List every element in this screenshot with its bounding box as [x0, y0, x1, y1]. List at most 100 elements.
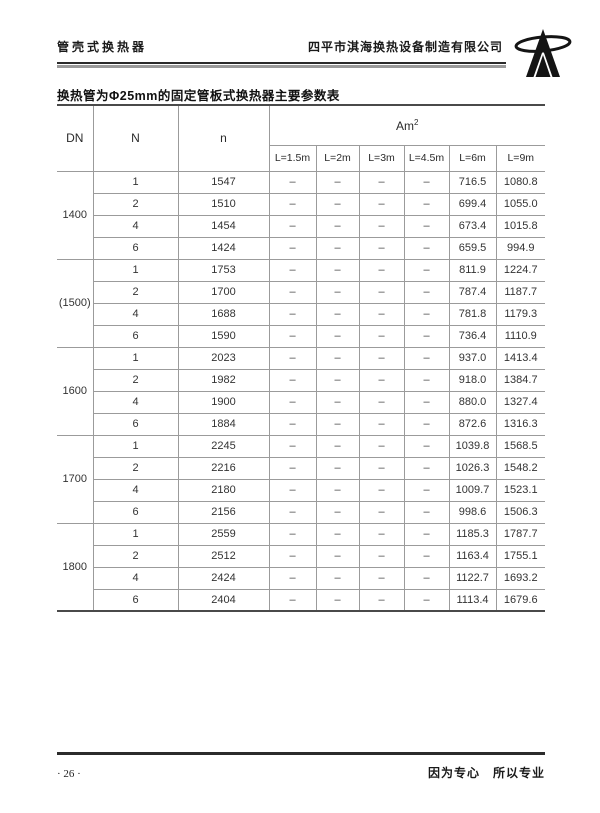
area-dash-cell: –: [358, 170, 405, 194]
area-dash-cell: –: [315, 412, 360, 436]
area-cell: 811.9: [448, 258, 497, 282]
area-cell: 1413.4: [495, 346, 545, 370]
page-footer: · 26 · 因为专心 所以专业: [57, 752, 545, 781]
area-dash-cell: –: [315, 170, 360, 194]
area-dash-cell: –: [358, 522, 405, 546]
tube-count-cell: 2245: [177, 434, 270, 458]
area-dash-cell: –: [358, 236, 405, 260]
area-dash-cell: –: [358, 280, 405, 304]
area-dash-cell: –: [268, 390, 317, 414]
area-dash-cell: –: [403, 302, 450, 326]
area-dash-cell: –: [403, 390, 450, 414]
area-cell: 1548.2: [495, 456, 545, 480]
area-dash-cell: –: [358, 456, 405, 480]
area-cell: 937.0: [448, 346, 497, 370]
area-cell: 872.6: [448, 412, 497, 436]
area-dash-cell: –: [268, 236, 317, 260]
area-dash-cell: –: [403, 412, 450, 436]
area-dash-cell: –: [268, 192, 317, 216]
table-row: 2 2216 – – – – 1026.3 1548.2: [57, 456, 545, 480]
area-dash-cell: –: [268, 324, 317, 348]
area-dash-cell: –: [358, 214, 405, 238]
footer-slogan: 因为专心 所以专业: [427, 766, 545, 780]
area-dash-cell: –: [403, 478, 450, 502]
passes-cell: 6: [93, 324, 179, 348]
area-dash-cell: –: [358, 324, 405, 348]
area-dash-cell: –: [403, 566, 450, 590]
table-row: 1600 1 2023 – – – – 937.0 1413.4: [57, 346, 545, 436]
area-dash-cell: –: [315, 214, 360, 238]
passes-cell: 6: [93, 412, 179, 436]
table-row: 2 1700 – – – – 787.4 1187.7: [57, 280, 545, 304]
area-cell: 1179.3: [495, 302, 545, 326]
passes-cell: 1: [92, 170, 179, 194]
area-cell: 1026.3: [448, 456, 497, 480]
tube-count-cell: 1900: [177, 390, 270, 414]
passes-cell: 4: [93, 478, 179, 502]
area-dash-cell: –: [268, 302, 317, 326]
area-dash-cell: –: [358, 192, 405, 216]
tube-count-cell: 1753: [177, 258, 270, 282]
tube-count-cell: 2512: [177, 544, 270, 568]
tube-count-cell: 1454: [177, 214, 270, 238]
area-cell: 659.5: [448, 236, 497, 260]
table-row: 2 2512 – – – – 1163.4 1755.1: [57, 544, 545, 568]
tube-count-cell: 1510: [177, 192, 270, 216]
area-dash-cell: –: [315, 390, 360, 414]
passes-cell: 4: [93, 214, 179, 238]
table-row: 1400 1 1547 – – – – 716.5 1080.8: [57, 170, 545, 260]
tube-count-cell: 1982: [177, 368, 270, 392]
area-cell: 994.9: [495, 236, 545, 260]
area-cell: 1055.0: [495, 192, 545, 216]
area-dash-cell: –: [315, 500, 360, 524]
page-header: 管壳式换热器 四平市淇海换热设备制造有限公司: [57, 29, 572, 77]
col-header-tubes: n: [177, 104, 270, 172]
area-dash-cell: –: [315, 302, 360, 326]
area-dash-cell: –: [268, 500, 317, 524]
area-cell: 1185.3: [448, 522, 497, 546]
area-cell: 1787.7: [495, 522, 545, 546]
passes-cell: 1: [92, 258, 179, 282]
area-dash-cell: –: [315, 456, 360, 480]
dn-group-cell: 1700: [57, 434, 94, 524]
area-cell: 1009.7: [448, 478, 497, 502]
passes-cell: 2: [93, 456, 179, 480]
table-row: 4 2424 – – – – 1122.7 1693.2: [57, 566, 545, 590]
area-cell: 1679.6: [495, 588, 545, 612]
col-header-l9: L=9m: [495, 144, 545, 172]
area-cell: 1523.1: [495, 478, 545, 502]
area-cell: 1113.4: [448, 588, 497, 612]
area-dash-cell: –: [403, 214, 450, 238]
area-cell: 716.5: [448, 170, 497, 194]
area-dash-cell: –: [358, 302, 405, 326]
table-row: 4 1688 – – – – 781.8 1179.3: [57, 302, 545, 326]
area-dash-cell: –: [268, 368, 317, 392]
area-dash-cell: –: [268, 478, 317, 502]
area-dash-cell: –: [315, 566, 360, 590]
area-dash-cell: –: [268, 170, 317, 194]
col-header-l3: L=3m: [358, 144, 405, 172]
table-row: 4 1454 – – – – 673.4 1015.8: [57, 214, 545, 238]
tube-count-cell: 1424: [177, 236, 270, 260]
tube-count-cell: 2023: [177, 346, 270, 370]
area-dash-cell: –: [315, 346, 360, 370]
area-dash-cell: –: [268, 456, 317, 480]
area-dash-cell: –: [268, 280, 317, 304]
area-dash-cell: –: [315, 478, 360, 502]
area-cell: 1693.2: [495, 566, 545, 590]
area-cell: 781.8: [448, 302, 497, 326]
page-number: · 26 ·: [57, 768, 81, 780]
tube-count-cell: 2180: [177, 478, 270, 502]
area-dash-cell: –: [315, 544, 360, 568]
passes-cell: 1: [92, 434, 179, 458]
table-row: 1700 1 2245 – – – – 1039.8 1568.5: [57, 434, 545, 524]
col-header-l6: L=6m: [448, 144, 497, 172]
col-header-dn: DN: [57, 104, 94, 172]
area-dash-cell: –: [403, 544, 450, 568]
passes-cell: 6: [93, 588, 179, 612]
table-row: 6 2404 – – – – 1113.4 1679.6: [57, 588, 545, 612]
area-cell: 1039.8: [448, 434, 497, 458]
area-dash-cell: –: [315, 522, 360, 546]
table-row: 6 2156 – – – – 998.6 1506.3: [57, 500, 545, 524]
